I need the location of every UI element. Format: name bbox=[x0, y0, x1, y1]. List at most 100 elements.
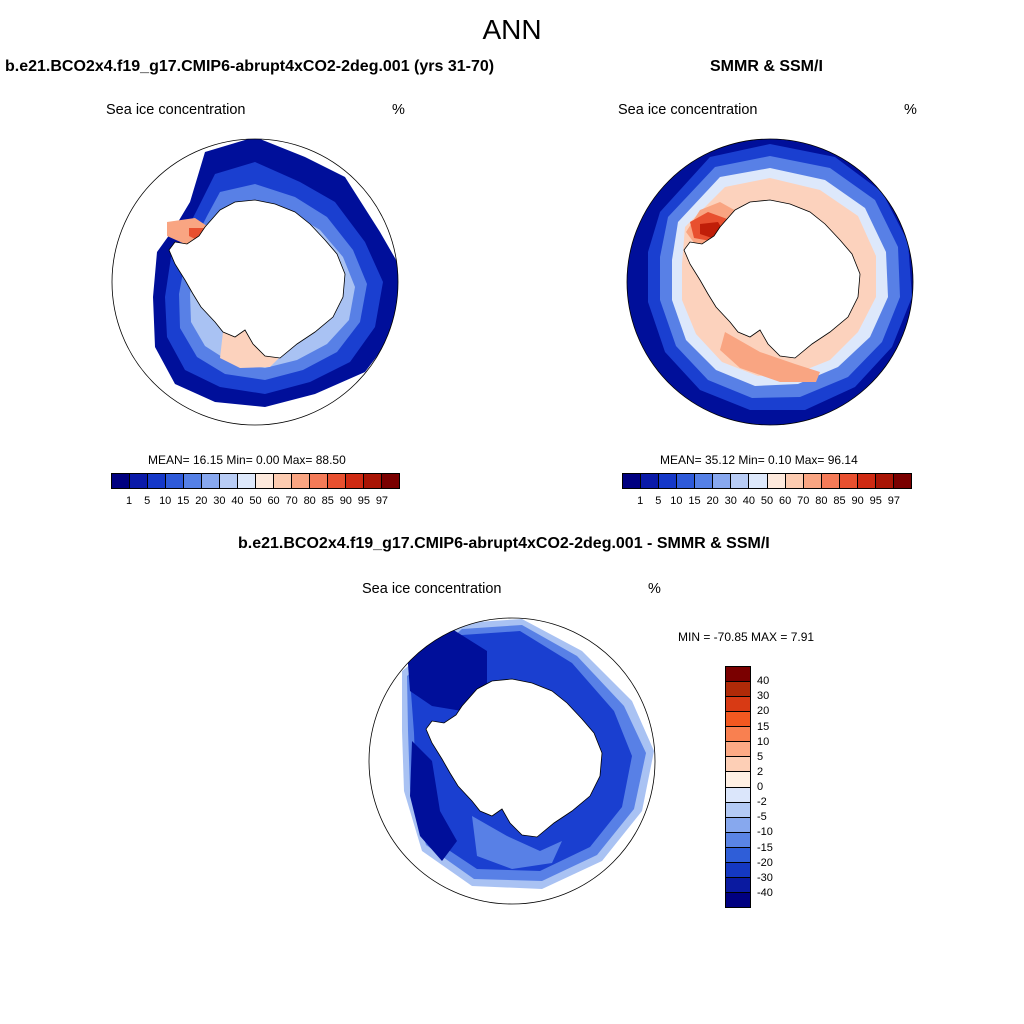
obs-colorbar-tick-label: 95 bbox=[869, 495, 882, 507]
diff-colorbar-tick-label: -30 bbox=[757, 871, 773, 884]
model-colorbar-tick-label: 70 bbox=[285, 495, 298, 507]
diff-colorbar-tick-label: 5 bbox=[757, 750, 764, 763]
obs-colorbar-swatch bbox=[839, 474, 858, 488]
diff-colorbar-swatch bbox=[726, 802, 750, 818]
diff-colorbar-swatch bbox=[726, 787, 750, 803]
diff-colorbar bbox=[725, 666, 751, 908]
diff-colorbar-tick-label: 0 bbox=[757, 781, 764, 793]
diff-colorbar-tick-label: 10 bbox=[757, 735, 770, 748]
diff-colorbar-swatch bbox=[726, 817, 750, 833]
obs-colorbar-swatch bbox=[875, 474, 894, 488]
obs-map-boundary bbox=[626, 138, 914, 426]
model-colorbar-swatch bbox=[184, 474, 202, 488]
diff-colorbar-tick-label: -15 bbox=[757, 841, 773, 854]
model-colorbar-tick-label: 1 bbox=[126, 495, 133, 507]
obs-colorbar-tick-label: 20 bbox=[706, 495, 719, 507]
diff-colorbar-swatch bbox=[726, 682, 750, 698]
obs-colorbar-tick-label: 30 bbox=[724, 495, 737, 507]
diff-mid-ross bbox=[472, 816, 562, 869]
model-colorbar-tick-label: 50 bbox=[249, 495, 262, 507]
model-colorbar-swatch bbox=[202, 474, 220, 488]
diff-panel-title: b.e21.BCO2x4.f19_g17.CMIP6-abrupt4xCO2-2… bbox=[238, 535, 770, 552]
obs-units-label: % bbox=[904, 102, 917, 118]
obs-colorbar-swatch bbox=[731, 474, 750, 488]
obs-colorbar-tick-label: 15 bbox=[688, 495, 701, 507]
diff-deep-pacific bbox=[410, 741, 457, 861]
model-colorbar-tick-label: 97 bbox=[375, 495, 389, 507]
model-colorbar bbox=[111, 473, 400, 489]
model-colorbar-swatch bbox=[346, 474, 364, 488]
diff-colorbar-tick-label: 15 bbox=[757, 720, 770, 733]
obs-colorbar-swatch bbox=[659, 474, 678, 488]
obs-colorbar-swatch bbox=[767, 474, 786, 488]
model-colorbar-swatch bbox=[292, 474, 310, 488]
model-colorbar-tick-label: 85 bbox=[321, 495, 334, 507]
diff-colorbar-swatch bbox=[726, 727, 750, 743]
obs-colorbar-tick-label: 80 bbox=[815, 495, 828, 507]
obs-map bbox=[626, 138, 914, 426]
obs-colorbar-swatch bbox=[695, 474, 714, 488]
model-colorbar-tick-label: 5 bbox=[144, 495, 151, 507]
obs-colorbar-swatch bbox=[821, 474, 840, 488]
diff-colorbar-swatch bbox=[726, 742, 750, 758]
diff-colorbar-swatch bbox=[726, 892, 750, 907]
model-colorbar-swatch bbox=[256, 474, 274, 488]
model-colorbar-tick-label: 80 bbox=[303, 495, 316, 507]
model-colorbar-tick-label: 10 bbox=[159, 495, 172, 507]
model-colorbar-tick-label: 15 bbox=[177, 495, 190, 507]
model-colorbar-tick-label: 40 bbox=[231, 495, 244, 507]
diff-colorbar-tick-label: -5 bbox=[757, 811, 767, 824]
model-colorbar-swatch bbox=[112, 474, 130, 488]
obs-stats: MEAN= 35.12 Min= 0.10 Max= 96.14 bbox=[660, 453, 858, 467]
obs-colorbar bbox=[622, 473, 912, 489]
figure-title: ANN bbox=[482, 14, 542, 45]
diff-stats: MIN = -70.85 MAX = 7.91 bbox=[678, 630, 815, 644]
model-units-label: % bbox=[392, 102, 405, 118]
diff-colorbar-swatch bbox=[726, 877, 750, 893]
model-colorbar-swatch bbox=[328, 474, 346, 488]
model-colorbar-tick-label: 95 bbox=[357, 495, 370, 507]
model-stats: MEAN= 16.15 Min= 0.00 Max= 88.50 bbox=[148, 453, 346, 467]
obs-colorbar-swatch bbox=[785, 474, 804, 488]
obs-panel-title: SMMR & SSM/I bbox=[710, 58, 823, 75]
model-antarctica bbox=[168, 199, 346, 359]
diff-colorbar-swatch bbox=[726, 832, 750, 848]
model-colorbar-tick-label: 60 bbox=[267, 495, 280, 507]
diff-colorbar-swatch bbox=[726, 757, 750, 773]
model-colorbar-swatch bbox=[310, 474, 328, 488]
model-colorbar-swatch bbox=[238, 474, 256, 488]
diff-variable-label: Sea ice concentration bbox=[362, 581, 502, 597]
diff-colorbar-swatch bbox=[726, 772, 750, 788]
diff-colorbar-swatch bbox=[726, 712, 750, 728]
model-panel-title: b.e21.BCO2x4.f19_g17.CMIP6-abrupt4xCO2-2… bbox=[5, 58, 495, 75]
diff-units-label: % bbox=[648, 581, 661, 597]
diff-colorbar-swatch bbox=[726, 847, 750, 863]
obs-colorbar-tick-label: 85 bbox=[833, 495, 846, 507]
diff-colorbar-tick-label: -40 bbox=[757, 886, 773, 899]
obs-colorbar-swatch bbox=[713, 474, 732, 488]
diff-colorbar-swatch bbox=[726, 697, 750, 713]
diff-colorbar-tick-label: 30 bbox=[757, 690, 770, 703]
obs-colorbar-tick-label: 5 bbox=[655, 495, 662, 507]
diff-colorbar-tick-label: 20 bbox=[757, 705, 770, 718]
model-colorbar-swatch bbox=[364, 474, 382, 488]
obs-colorbar-swatch bbox=[623, 474, 642, 488]
diff-map-boundary bbox=[368, 617, 656, 905]
diff-map bbox=[368, 617, 656, 905]
obs-colorbar-tick-label: 60 bbox=[779, 495, 792, 507]
model-variable-label: Sea ice concentration bbox=[106, 102, 246, 118]
model-colorbar-tick-label: 20 bbox=[195, 495, 208, 507]
obs-colorbar-tick-label: 70 bbox=[797, 495, 810, 507]
model-map-boundary bbox=[111, 138, 399, 426]
obs-colorbar-tick-label: 40 bbox=[742, 495, 755, 507]
model-colorbar-swatch bbox=[166, 474, 184, 488]
model-colorbar-tick-label: 90 bbox=[339, 495, 352, 507]
model-colorbar-swatch bbox=[148, 474, 166, 488]
diff-colorbar-tick-label: -20 bbox=[757, 856, 773, 869]
obs-colorbar-swatch bbox=[893, 474, 911, 488]
obs-colorbar-tick-label: 90 bbox=[851, 495, 864, 507]
obs-colorbar-swatch bbox=[749, 474, 768, 488]
obs-colorbar-tick-label: 50 bbox=[760, 495, 774, 507]
diff-colorbar-tick-label: -10 bbox=[757, 826, 773, 839]
model-map bbox=[111, 138, 399, 426]
